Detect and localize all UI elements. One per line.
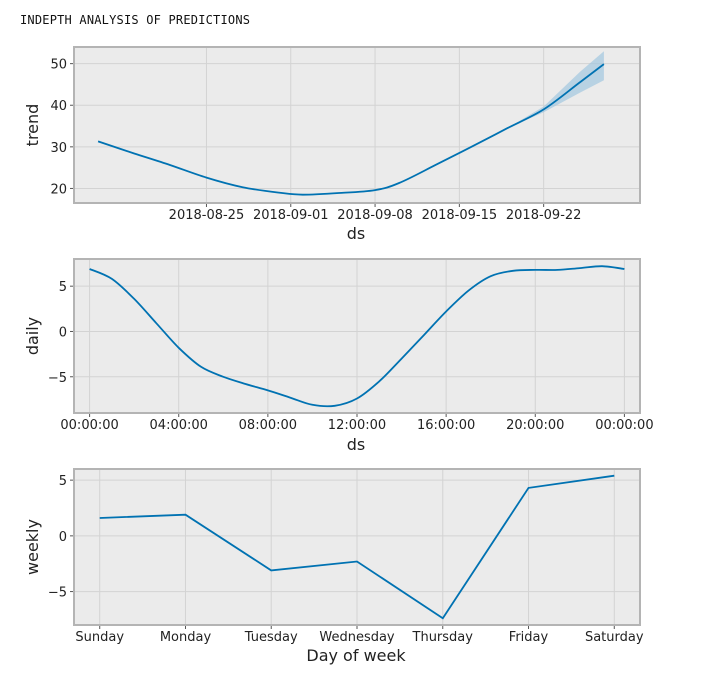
x-axis-label: Day of week (306, 646, 406, 665)
x-tick-label: 2018-09-22 (506, 208, 582, 223)
y-tick-label: 50 (50, 58, 67, 73)
y-tick-label: 40 (50, 99, 67, 114)
x-tick-label: Wednesday (319, 630, 395, 645)
x-tick-label: 2018-09-01 (253, 208, 329, 223)
y-tick-label: 5 (59, 474, 67, 489)
y-axis-label: trend (23, 104, 42, 147)
series-line (99, 474, 615, 620)
x-tick-label: Friday (509, 630, 549, 645)
y-tick-label: −5 (48, 371, 67, 386)
x-tick-label: 12:00:00 (328, 418, 386, 433)
x-tick-label: Thursday (412, 630, 474, 645)
x-tick-label: Sunday (75, 630, 124, 645)
plot-area (74, 47, 640, 203)
x-tick-label: Saturday (585, 630, 644, 645)
x-axis-label: ds (347, 435, 366, 454)
uncertainty-band (507, 51, 604, 129)
plot-frame (73, 258, 641, 414)
y-tick-label: 20 (50, 182, 67, 197)
x-tick-label: 04:00:00 (150, 418, 208, 433)
x-tick-label: Monday (160, 630, 212, 645)
y-tick-label: −5 (48, 586, 67, 601)
y-tick-label: 0 (59, 325, 67, 340)
x-tick-label: 2018-09-08 (337, 208, 413, 223)
x-tick-label: 00:00:00 (60, 418, 118, 433)
daily-panel: 00:00:00 04:00:00 08:00:00 12:00:00 16:00:00… (23, 258, 654, 454)
x-axis-label: ds (347, 224, 366, 243)
x-tick-label: 2018-09-15 (422, 208, 498, 223)
weekly-panel: Sunday Monday Tuesday Wednesday Thursday Frid… (23, 468, 644, 665)
y-tick-label: 5 (59, 280, 67, 295)
x-tick-label: 00:00:00 (595, 418, 653, 433)
x-tick-label: 16:00:00 (417, 418, 475, 433)
plot-frame (73, 46, 641, 204)
series-line (97, 63, 605, 196)
x-tick-label: Tuesday (244, 630, 298, 645)
y-axis-label: weekly (23, 519, 42, 575)
x-tick-label: 20:00:00 (506, 418, 564, 433)
y-tick-label: 30 (50, 141, 67, 156)
series-line (89, 265, 625, 408)
plot-frame (73, 468, 641, 626)
x-tick-label: 2018-08-25 (169, 208, 245, 223)
y-tick-label: 0 (59, 530, 67, 545)
x-tick-label: 08:00:00 (239, 418, 297, 433)
y-axis-label: daily (23, 317, 42, 355)
report-heading: INDEPTH ANALYSIS OF PREDICTIONS (20, 13, 251, 27)
trend-panel: 2018-08-25 2018-09-01 2018-09-08 2018-09-15… (23, 46, 641, 243)
